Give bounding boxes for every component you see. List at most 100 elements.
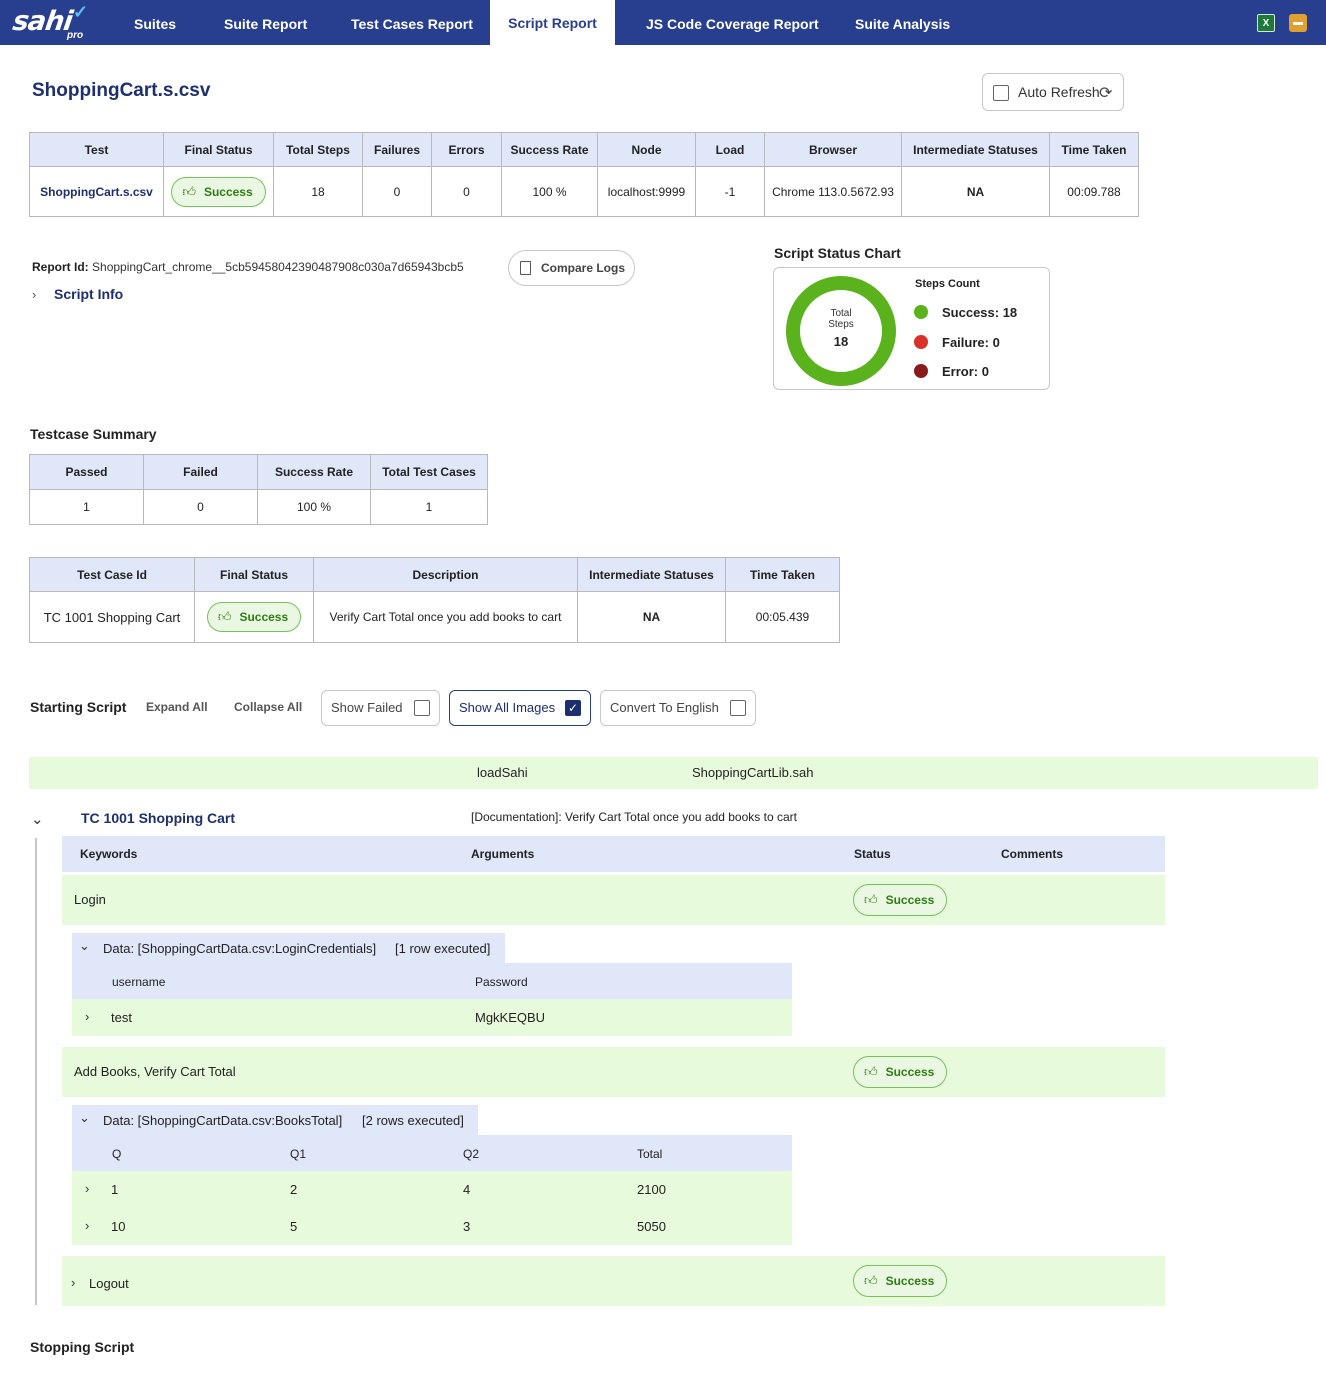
books-row1-q: 1 xyxy=(111,1182,119,1197)
testcase-summary-title: Testcase Summary xyxy=(30,426,157,442)
show-all-images-checkbox[interactable]: ✓ xyxy=(565,700,581,716)
stopping-script-label: Stopping Script xyxy=(30,1339,135,1355)
books-data-header[interactable] xyxy=(72,1105,478,1135)
thumbs-up-icon: 👍︎ xyxy=(864,1064,878,1079)
status-badge: 👍︎ Success xyxy=(853,884,948,916)
col-time-taken: Time Taken xyxy=(725,557,840,592)
books-row1-q2: 4 xyxy=(463,1182,471,1197)
login-password-value: MgkKEQBU xyxy=(475,1010,546,1025)
expand-all-button[interactable]: Expand All xyxy=(146,700,208,714)
chevron-right-icon[interactable]: › xyxy=(85,1218,90,1233)
legend-dot-error xyxy=(914,364,928,378)
chevron-right-icon[interactable]: › xyxy=(85,1009,90,1024)
convert-to-english-label: Convert To English xyxy=(610,700,719,715)
script-info-toggle[interactable]: › Script Info xyxy=(32,286,123,302)
legend-title: Steps Count xyxy=(915,278,980,290)
testcase-name[interactable]: TC 1001 Shopping Cart xyxy=(81,810,236,826)
auto-refresh-label: Auto Refresh xyxy=(1018,84,1100,100)
node-cell: localhost:9999 xyxy=(597,166,696,217)
col-keywords: Keywords xyxy=(80,847,138,861)
errors-cell: 0 xyxy=(431,166,502,217)
chevron-right-icon[interactable]: › xyxy=(71,1275,76,1290)
auto-refresh-toggle[interactable]: Auto Refresh ⟳ xyxy=(982,73,1124,111)
tab-suites[interactable]: Suites xyxy=(134,16,177,32)
collapse-all-button[interactable]: Collapse All xyxy=(234,700,303,714)
tab-suite-report[interactable]: Suite Report xyxy=(224,16,308,32)
tab-suite-analysis[interactable]: Suite Analysis xyxy=(855,16,951,32)
col-final-status: Final Status xyxy=(194,557,314,592)
excel-icon[interactable]: X xyxy=(1257,14,1275,32)
chevron-down-icon[interactable]: ⌄ xyxy=(79,938,90,953)
login-step-row[interactable] xyxy=(62,875,1165,925)
login-data-columns xyxy=(72,963,792,999)
donut-slice-success xyxy=(786,276,896,386)
col-comments: Comments xyxy=(1001,847,1064,861)
test-case-id-cell: TC 1001 Shopping Cart xyxy=(29,591,195,643)
col-arguments: Arguments xyxy=(471,847,535,861)
success-rate-cell: 100 % xyxy=(257,489,371,525)
col-username: username xyxy=(112,975,166,989)
total-test-cases-cell: 1 xyxy=(370,489,488,525)
table-row: 1 0 100 % 1 xyxy=(29,489,488,525)
status-badge: 👍︎ Success xyxy=(171,176,266,207)
auto-refresh-checkbox[interactable] xyxy=(993,85,1009,101)
time-taken-cell: 00:05.439 xyxy=(725,591,840,643)
chart-title: Script Status Chart xyxy=(774,245,901,261)
legend-error: Error: 0 xyxy=(914,364,989,379)
archive-icon[interactable]: ▬ xyxy=(1289,14,1307,32)
books-row2-q2: 3 xyxy=(463,1219,471,1234)
chevron-right-icon[interactable]: › xyxy=(85,1181,90,1196)
thumbs-up-icon: 👍︎ xyxy=(864,1273,878,1288)
show-failed-toggle[interactable]: Show Failed xyxy=(321,690,440,726)
legend-dot-success xyxy=(914,305,928,319)
test-link[interactable]: ShoppingCart.s.csv xyxy=(29,166,164,217)
chevron-down-icon[interactable]: ⌄ xyxy=(79,1110,90,1125)
login-data-header[interactable] xyxy=(72,933,505,963)
total-steps-cell: 18 xyxy=(273,166,363,217)
sahi-pro-logo[interactable]: sahi ✓ pro xyxy=(11,2,95,42)
status-text: Success xyxy=(885,1274,935,1288)
intermediate-cell: NA xyxy=(577,591,726,643)
compare-logs-button[interactable]: Compare Logs xyxy=(508,250,635,286)
convert-to-english-checkbox[interactable] xyxy=(730,700,746,716)
table-row: TC 1001 Shopping Cart 👍︎ Success Verify C… xyxy=(29,591,840,643)
testcase-documentation: [Documentation]: Verify Cart Total once … xyxy=(471,810,797,824)
tab-test-cases-report[interactable]: Test Cases Report xyxy=(351,16,473,32)
report-id-label: Report Id: xyxy=(32,260,89,274)
final-status-cell: 👍︎ Success xyxy=(194,591,314,643)
convert-to-english-toggle[interactable]: Convert To English xyxy=(600,690,756,726)
show-all-images-toggle[interactable]: Show All Images ✓ xyxy=(449,690,591,726)
login-data-row[interactable] xyxy=(72,999,792,1036)
col-node: Node xyxy=(597,132,696,167)
books-data-count: [2 rows executed] xyxy=(362,1113,464,1128)
col-description: Description xyxy=(313,557,578,592)
col-failures: Failures xyxy=(362,132,432,167)
col-test-case-id: Test Case Id xyxy=(29,557,195,592)
login-status: 👍︎ Success xyxy=(853,884,948,916)
col-intermediate: Intermediate Statuses xyxy=(901,132,1050,167)
table-row: ShoppingCart.s.csv 👍︎ Success 18 0 0 100 … xyxy=(29,166,1139,217)
tab-script-report[interactable]: Script Report xyxy=(490,0,615,45)
books-step-row[interactable] xyxy=(62,1047,1165,1097)
status-text: Success xyxy=(203,184,253,199)
load-keyword: loadSahi xyxy=(477,765,528,780)
login-username-value: test xyxy=(111,1010,132,1025)
chevron-down-icon[interactable]: ⌄ xyxy=(31,811,44,828)
col-passed: Passed xyxy=(29,454,144,490)
show-failed-checkbox[interactable] xyxy=(414,700,430,716)
col-time-taken: Time Taken xyxy=(1049,132,1139,167)
chevron-right-icon: › xyxy=(32,287,37,302)
donut-label-line2: Steps xyxy=(828,319,854,330)
books-data-rows xyxy=(72,1171,792,1245)
col-total: Total xyxy=(637,1147,663,1161)
testcase-table: Test Case Id Final Status Description In… xyxy=(29,557,840,643)
passed-cell: 1 xyxy=(29,489,144,525)
logout-step-row[interactable] xyxy=(62,1256,1165,1306)
document-icon xyxy=(520,261,531,275)
testcase-summary-table: Passed Failed Success Rate Total Test Ca… xyxy=(29,454,488,525)
final-status-cell: 👍︎ Success xyxy=(163,166,274,217)
tab-js-code-coverage-report[interactable]: JS Code Coverage Report xyxy=(646,16,819,32)
show-all-images-label: Show All Images xyxy=(459,700,556,715)
books-row1-q1: 2 xyxy=(290,1182,298,1197)
donut-label-line1: Total xyxy=(830,308,852,319)
